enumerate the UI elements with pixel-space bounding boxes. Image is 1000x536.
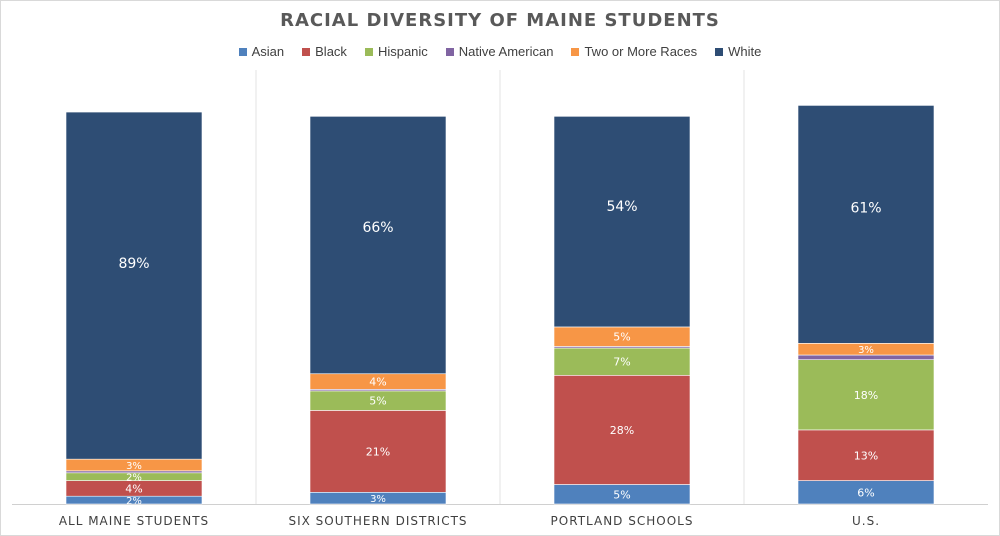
data-label: 5% (613, 488, 630, 501)
legend-swatch (302, 47, 311, 56)
legend-label: White (728, 44, 762, 59)
category-label: SIX SOUTHERN DISTRICTS (288, 514, 467, 528)
legend-item-two-or-more-races: Two or More Races (571, 44, 697, 59)
bar-segment-hispanic (553, 347, 691, 376)
legend-label: Hispanic (377, 44, 428, 59)
legend-item-hispanic: Hispanic (364, 44, 428, 59)
legend-item-black: Black (302, 44, 347, 59)
data-label: 4% (125, 482, 142, 495)
data-label: 3% (858, 345, 874, 356)
legend-swatch (445, 47, 454, 56)
data-label: 2% (126, 496, 142, 507)
bar-segment-black (797, 429, 935, 481)
data-label: 7% (613, 356, 630, 369)
data-label: 3% (370, 494, 386, 505)
legend-label: Two or More Races (584, 44, 698, 59)
data-label: 89% (118, 256, 149, 272)
data-label: 13% (854, 449, 878, 462)
data-label: 5% (613, 331, 630, 344)
bar-segment-black (553, 374, 691, 485)
data-label: 21% (366, 445, 390, 458)
bar-segment-white (797, 105, 935, 344)
legend-item-white: White (715, 44, 761, 59)
legend-label: Asian (251, 44, 285, 59)
legend-swatch (571, 47, 580, 56)
legend-swatch (715, 47, 724, 56)
legend-swatch (238, 47, 247, 56)
bar-segment-hispanic (797, 359, 935, 431)
data-label: 18% (854, 389, 878, 402)
legend-item-native-american: Native American (445, 44, 554, 59)
bar-segment-white (309, 116, 447, 375)
legend-label: Black (315, 44, 347, 59)
data-label: 61% (850, 200, 881, 216)
chart-legend: Asian Black Hispanic Native American Two or … (0, 44, 1000, 59)
bar-segment-white (65, 111, 203, 460)
data-label: 28% (610, 424, 634, 437)
category-label: ALL MAINE STUDENTS (59, 514, 209, 528)
category-label: U.S. (852, 514, 880, 528)
data-label: 54% (606, 199, 637, 215)
legend-label: Native American (458, 44, 554, 59)
bar-segment-black (309, 410, 447, 493)
data-label: 3% (126, 461, 142, 472)
data-label: 6% (857, 486, 874, 499)
legend-swatch (364, 47, 373, 56)
data-label: 66% (362, 220, 393, 236)
category-label: PORTLAND SCHOOLS (551, 514, 694, 528)
bar-segment-white (553, 116, 691, 328)
data-label: 5% (369, 395, 386, 408)
data-label: 2% (126, 473, 142, 484)
legend-item-asian: Asian (238, 44, 285, 59)
chart-title: RACIAL DIVERSITY OF MAINE STUDENTS (280, 10, 720, 31)
data-label: 4% (369, 376, 386, 389)
